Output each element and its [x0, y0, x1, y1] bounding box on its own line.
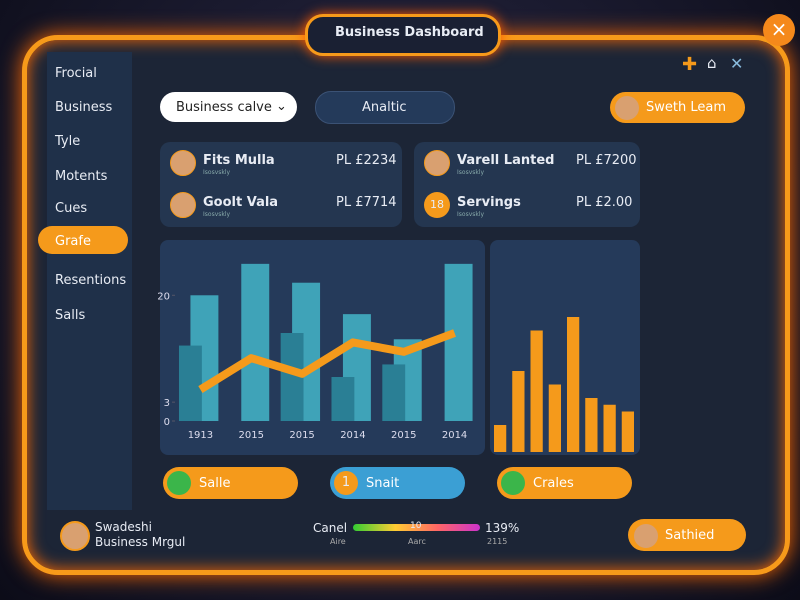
sidebar-item[interactable]: Cues [55, 201, 88, 216]
footer-role: Business Mrgul [95, 535, 186, 549]
card-name: Fits Mulla [203, 153, 275, 168]
bar [621, 411, 634, 452]
avatar [613, 94, 641, 122]
tab[interactable] [315, 91, 455, 124]
bar [494, 425, 507, 452]
chevron: ⌄ [276, 99, 287, 114]
add-icon[interactable]: ✚ [682, 54, 698, 75]
card-amount: PL £2.00 [576, 195, 633, 210]
avatar [632, 522, 660, 550]
bar [585, 398, 598, 452]
bar [178, 345, 202, 421]
card-sub: Isosvskly [457, 211, 485, 218]
avatar [170, 192, 196, 218]
close-button[interactable]: × [763, 14, 795, 46]
home-icon[interactable]: ⌂ [707, 54, 717, 72]
sidebar-item[interactable]: Motents [55, 169, 108, 184]
bar [548, 384, 561, 452]
card-name: Goolt Vala [203, 195, 279, 210]
card-sub: Isosvskly [457, 169, 485, 176]
badge: 1 [334, 471, 358, 495]
bar [603, 404, 616, 452]
card-amount: PL £7200 [576, 153, 637, 168]
bar [331, 377, 355, 421]
trend-line [198, 329, 456, 393]
bar [512, 371, 525, 452]
sidebar-item[interactable]: Frocial [55, 66, 97, 81]
card-name: Varell Lanted [457, 153, 555, 168]
action-label[interactable]: Sathied [665, 528, 715, 543]
card-group [160, 142, 402, 227]
x-tick-label: 1913 [188, 430, 213, 441]
card-sub: Isosvskly [203, 169, 231, 176]
card-amount: PL £2234 [336, 153, 397, 168]
title: Business Dashboard [335, 25, 484, 40]
y-tick-label: 20 [157, 291, 170, 302]
close-icon[interactable]: ✕ [730, 54, 744, 73]
card-name: Servings [457, 195, 521, 210]
x-tick-label: 2015 [239, 430, 264, 441]
x-tick-label: 2014 [442, 430, 467, 441]
badge: 18 [424, 192, 450, 218]
x-tick-label: 2015 [391, 430, 416, 441]
active-item [38, 226, 128, 254]
bar [280, 333, 304, 421]
button-label[interactable]: Crales [533, 476, 574, 491]
card-amount: PL £7714 [336, 195, 397, 210]
button-label[interactable]: Snait [366, 476, 400, 491]
avatar [170, 150, 196, 176]
y-tick-label: 0 [164, 417, 170, 428]
sidebar-item[interactable]: Resentions [55, 273, 127, 288]
y-tick-label: 3 [164, 398, 170, 409]
percent: 139% [485, 521, 520, 535]
tab-label[interactable]: Analtic [362, 100, 407, 115]
meter-value: 10 [410, 521, 422, 531]
meter [353, 524, 480, 531]
bar [444, 263, 473, 421]
check [501, 471, 525, 495]
check [167, 471, 191, 495]
button-label[interactable]: Salle [199, 476, 231, 491]
meter-mid: Aarc [408, 537, 426, 546]
x-tick-label: 2014 [340, 430, 365, 441]
bar [567, 317, 580, 452]
meter-left: Aire [330, 537, 346, 546]
dropdown[interactable] [160, 92, 297, 122]
meter-label: Canel [313, 521, 348, 535]
bar [382, 364, 406, 421]
dropdown-label[interactable]: Business calve [176, 100, 272, 115]
sidebar-item[interactable]: Salls [55, 308, 86, 323]
x-tick-label: 2015 [289, 430, 314, 441]
avatar [424, 150, 450, 176]
sidebar-item[interactable]: Tyle [55, 134, 81, 149]
footer-user: Swadeshi [95, 520, 152, 534]
sidebar-item[interactable]: Grafe [55, 234, 91, 249]
card-group [414, 142, 640, 227]
title-pill [305, 14, 501, 56]
card-sub: Isosvskly [203, 211, 231, 218]
bar [241, 263, 270, 421]
sidebar-item[interactable]: Business [55, 100, 113, 115]
avatar [60, 521, 90, 551]
percent-sub: 2115 [487, 537, 508, 546]
sidebar [47, 52, 132, 510]
user-name[interactable]: Sweth Leam [646, 100, 726, 115]
bar [530, 330, 543, 452]
